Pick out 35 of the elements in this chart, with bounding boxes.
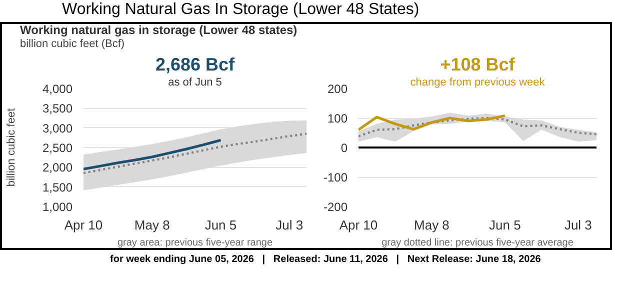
- chart-title: +108 Bcf: [440, 54, 516, 74]
- chart-title: 2,686 Bcf: [155, 54, 236, 74]
- text: gray dotted line: previous five-year average: [382, 238, 574, 248]
- y-tick-label: 3,500: [42, 102, 73, 116]
- x-tick-label: Jul 3: [564, 218, 592, 232]
- y-tick-label: 100: [327, 112, 348, 126]
- line-series: [358, 114, 506, 132]
- line-series: [84, 132, 306, 174]
- text: Working Natural Gas In Storage (Lower 48 States): [61, 0, 420, 20]
- y-tick-label: 1,500: [42, 180, 73, 194]
- chart-subtitle: as of Jun 5: [168, 76, 222, 88]
- y-tick-label: -200: [323, 200, 348, 214]
- text: billion cubic feet (Bcf): [20, 38, 125, 50]
- x-tick-label: Jul 3: [276, 218, 304, 232]
- y-tick-label: 2,500: [42, 141, 73, 155]
- x-tick-label: Jun 5: [489, 218, 521, 232]
- y-tick-label: 2,000: [42, 160, 73, 175]
- y-tick-label: 4,000: [42, 82, 73, 96]
- y-tick-label: 1,000: [42, 200, 73, 214]
- y-tick-label: -100: [323, 170, 348, 184]
- y-tick-label: 3,000: [42, 121, 73, 136]
- y-axis-title: billion cubic feet: [5, 108, 18, 187]
- x-tick-label: Apr 10: [339, 218, 378, 232]
- x-tick-label: Apr 10: [64, 218, 103, 232]
- y-tick-label: 0: [340, 141, 348, 155]
- y-tick-label: 200: [327, 82, 348, 96]
- line-series: [84, 138, 222, 170]
- x-tick-label: May 8: [134, 218, 170, 232]
- x-tick-label: Jun 5: [204, 218, 237, 232]
- line-series: [358, 116, 596, 138]
- text: for week ending June 05, 2026 | Released: June 11, 2026 | Next Release: June 18, 2026: [109, 253, 541, 267]
- text: gray area: previous five-year range: [117, 238, 273, 248]
- chart-subtitle: change from previous week: [410, 76, 546, 88]
- text: Working natural gas in storage (Lower 48 states): [20, 23, 298, 37]
- x-tick-label: May 8: [414, 218, 450, 232]
